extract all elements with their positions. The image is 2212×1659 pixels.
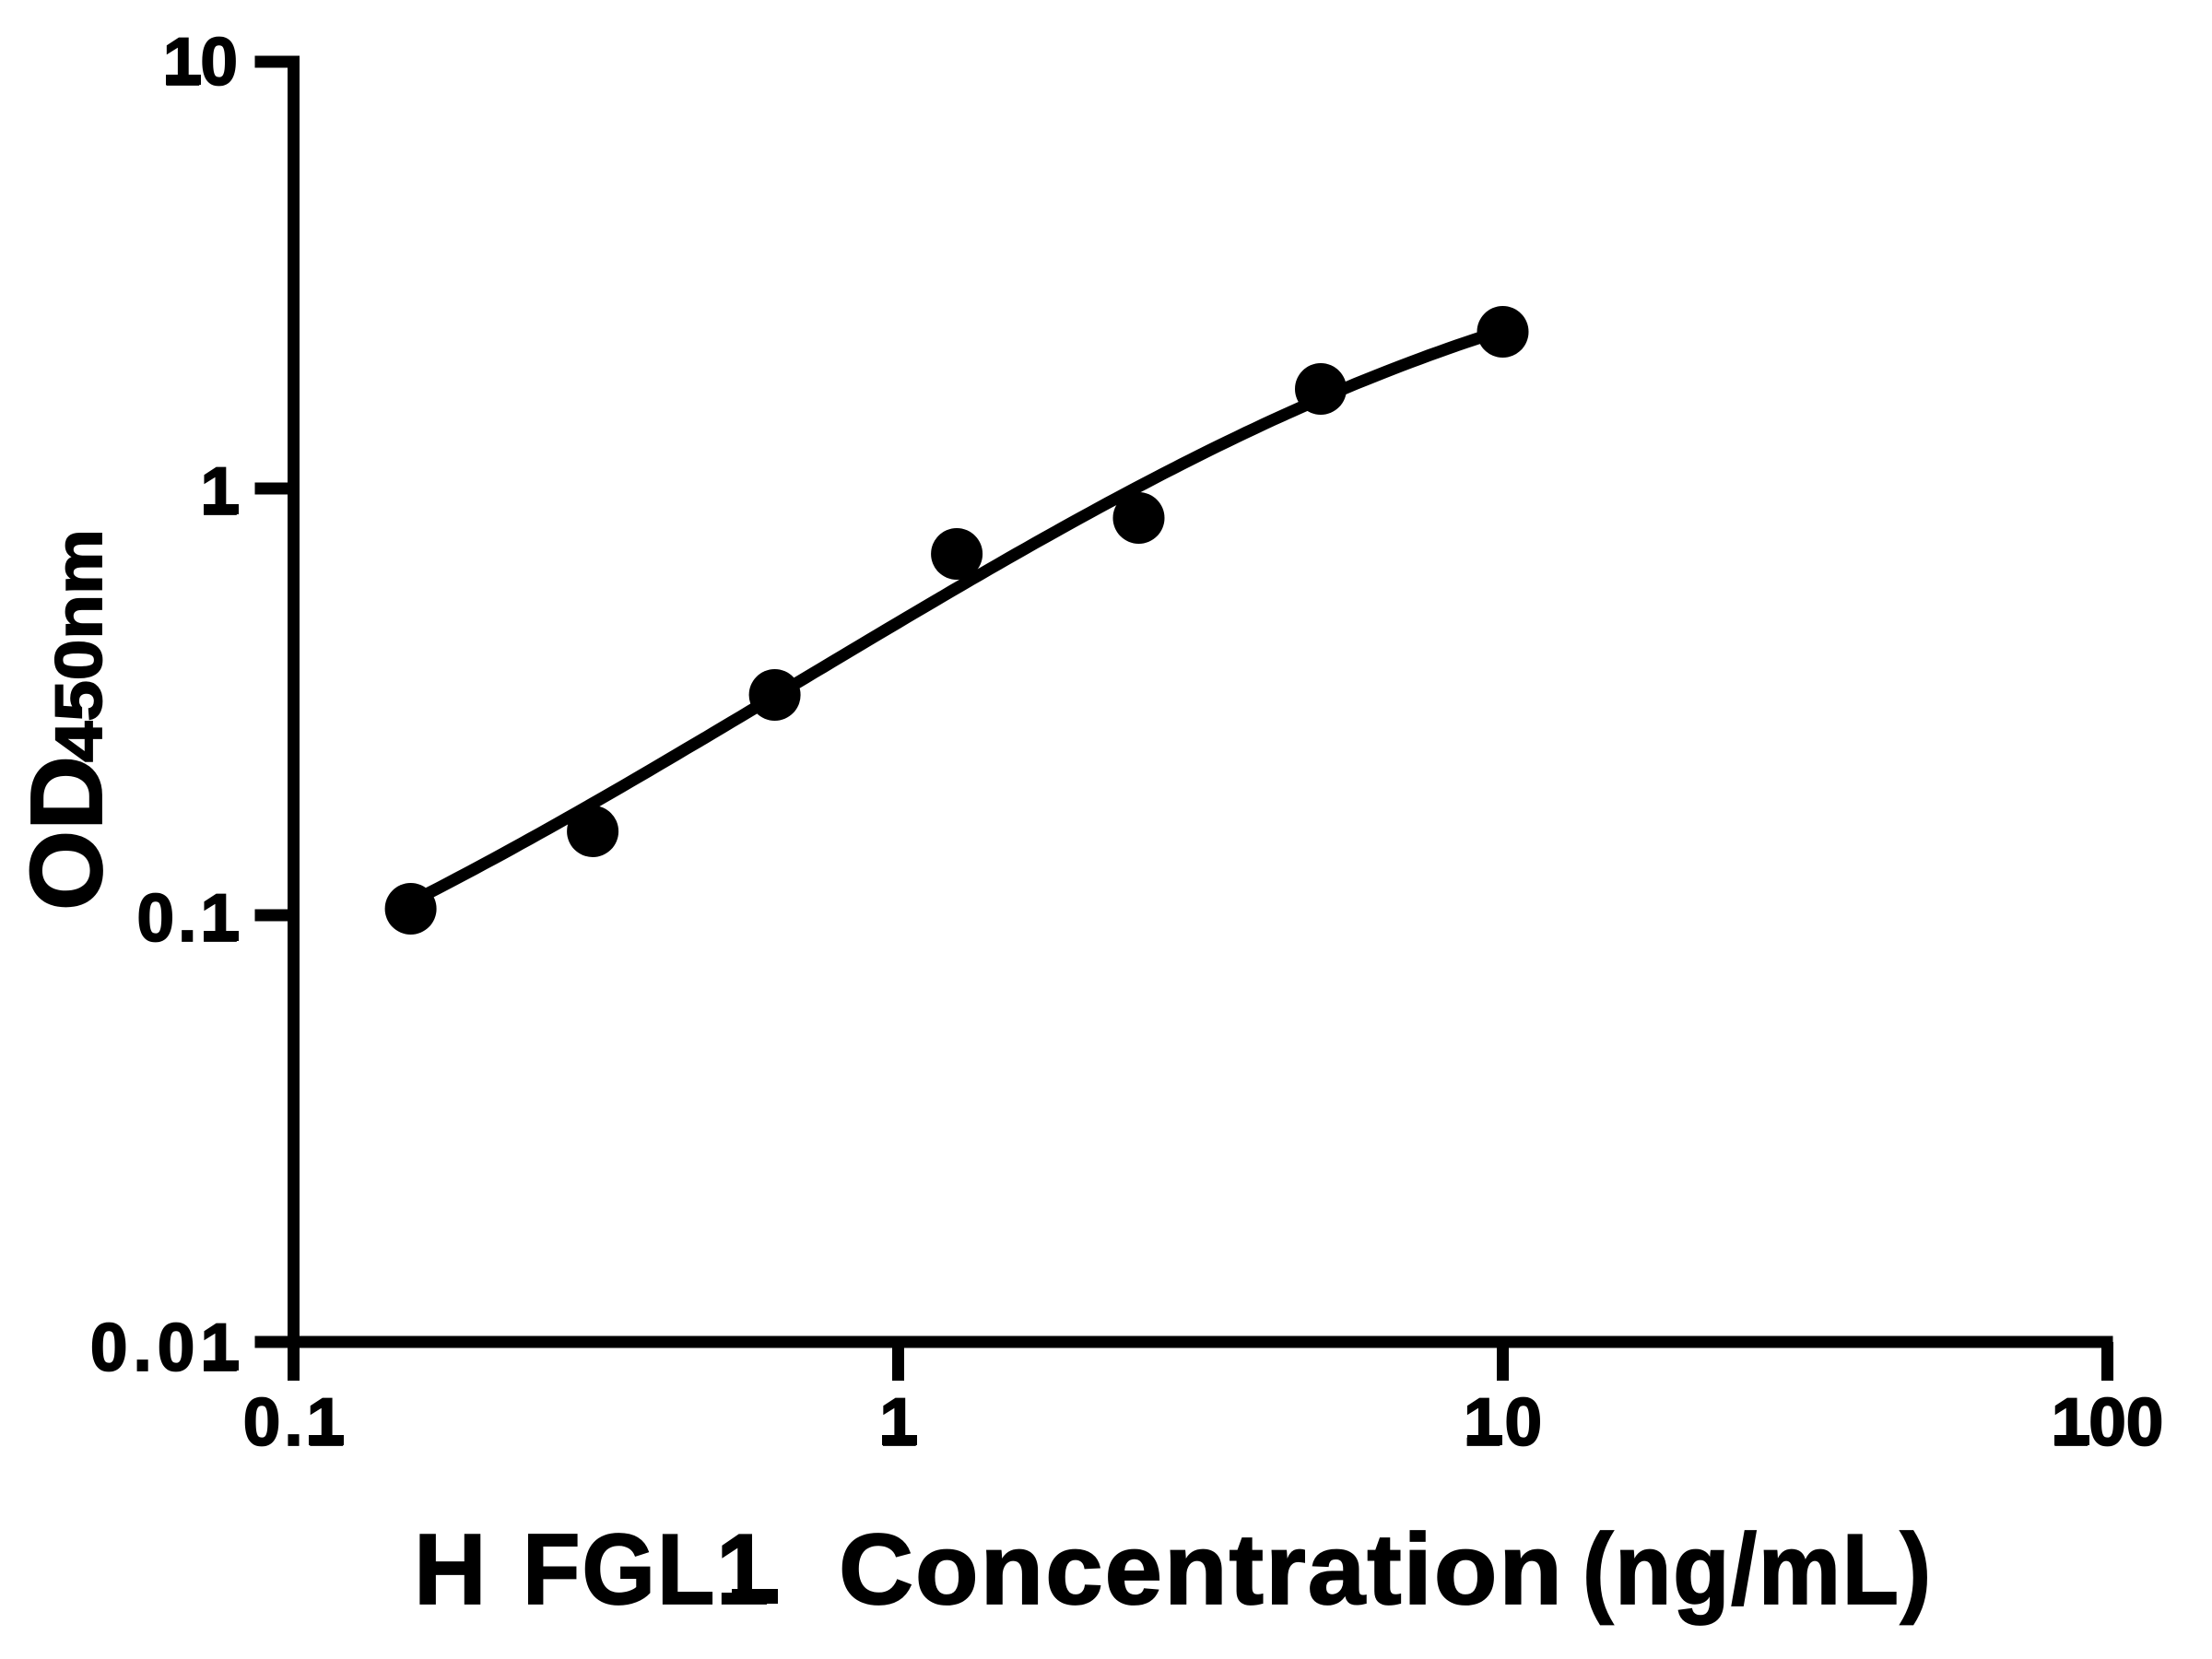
svg-text:0.01: 0.01 [90,1311,243,1385]
svg-text:H: H [414,1513,488,1626]
svg-text:1: 1 [879,1385,917,1460]
svg-text:450nm: 450nm [43,529,116,762]
svg-text:OD: OD [10,756,124,911]
svg-text:1: 1 [200,454,238,529]
svg-text:Concentration: Concentration [839,1513,1564,1626]
svg-text:0.1: 0.1 [243,1385,347,1460]
svg-text:0.1: 0.1 [137,881,241,956]
svg-text:(ng/mL): (ng/mL) [1583,1513,1933,1626]
svg-text:FGL1: FGL1 [523,1513,771,1626]
svg-text:10: 10 [1464,1385,1546,1460]
svg-text:100: 100 [2052,1385,2164,1460]
svg-text:10: 10 [163,25,238,100]
